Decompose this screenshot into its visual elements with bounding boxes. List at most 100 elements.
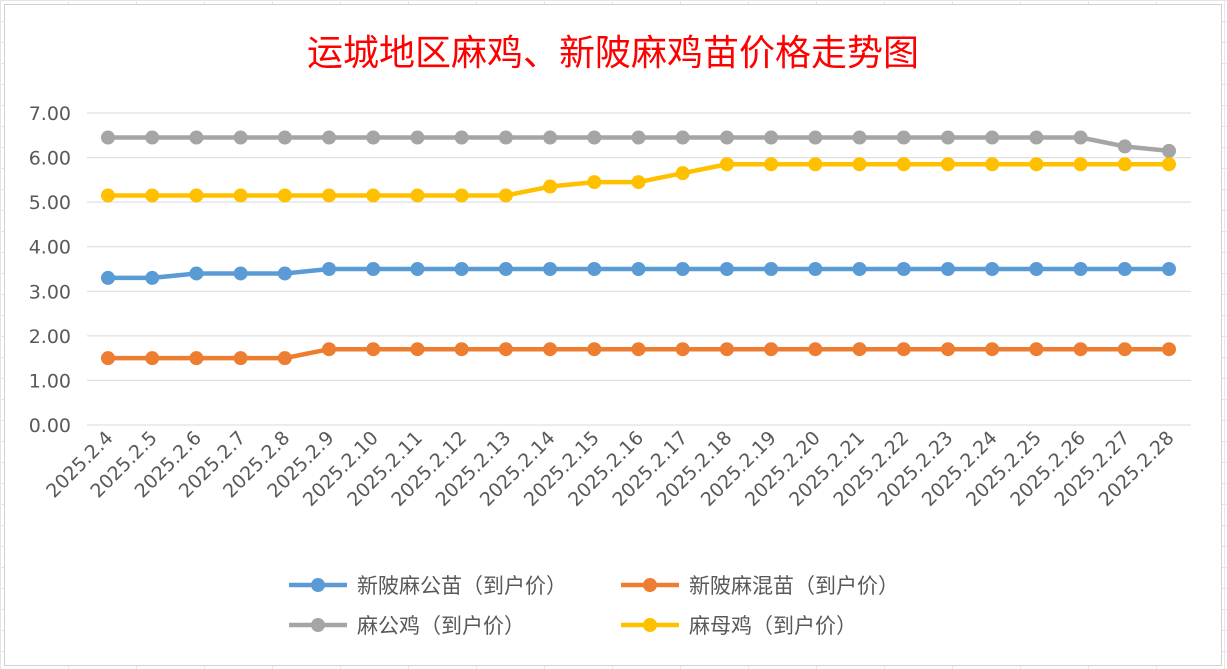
data-point[interactable] (498, 188, 513, 203)
data-point[interactable] (940, 157, 955, 172)
data-point[interactable] (454, 188, 469, 203)
data-point[interactable] (631, 262, 646, 276)
data-point[interactable] (675, 166, 690, 181)
data-point[interactable] (145, 270, 160, 285)
data-point[interactable] (410, 262, 425, 276)
data-point[interactable] (852, 342, 867, 357)
data-point[interactable] (764, 342, 779, 357)
data-point[interactable] (764, 130, 779, 145)
data-point[interactable] (985, 262, 1000, 276)
data-point[interactable] (587, 342, 602, 357)
data-point[interactable] (410, 342, 425, 357)
data-point[interactable] (1117, 262, 1132, 276)
data-point[interactable] (852, 157, 867, 172)
data-point[interactable] (1029, 157, 1044, 172)
data-point[interactable] (454, 130, 469, 145)
data-point[interactable] (1117, 157, 1132, 172)
data-point[interactable] (366, 262, 381, 276)
data-point[interactable] (101, 351, 115, 366)
data-point[interactable] (940, 262, 955, 276)
data-point[interactable] (498, 342, 513, 357)
data-point[interactable] (189, 351, 204, 366)
data-point[interactable] (366, 188, 381, 203)
data-point[interactable] (985, 342, 1000, 357)
data-point[interactable] (631, 175, 646, 190)
data-point[interactable] (764, 157, 779, 172)
data-point[interactable] (322, 262, 337, 276)
data-point[interactable] (410, 188, 425, 203)
data-point[interactable] (1029, 130, 1044, 145)
data-point[interactable] (233, 266, 248, 281)
legend-item[interactable]: 新陂麻公苗（到户价） (289, 574, 567, 598)
data-point[interactable] (719, 157, 734, 172)
data-point[interactable] (896, 157, 911, 172)
data-point[interactable] (410, 130, 425, 145)
data-point[interactable] (1162, 342, 1176, 357)
data-point[interactable] (1117, 342, 1132, 357)
data-point[interactable] (189, 266, 204, 281)
data-point[interactable] (543, 262, 558, 276)
data-point[interactable] (675, 130, 690, 145)
data-point[interactable] (1029, 262, 1044, 276)
data-point[interactable] (277, 130, 292, 145)
data-point[interactable] (277, 351, 292, 366)
data-point[interactable] (145, 130, 160, 145)
data-point[interactable] (1162, 262, 1176, 276)
data-point[interactable] (631, 130, 646, 145)
data-point[interactable] (764, 262, 779, 276)
data-point[interactable] (1073, 157, 1088, 172)
legend-item[interactable]: 麻母鸡（到户价） (621, 614, 857, 638)
data-point[interactable] (896, 342, 911, 357)
data-point[interactable] (498, 130, 513, 145)
data-point[interactable] (587, 262, 602, 276)
data-point[interactable] (543, 342, 558, 357)
data-point[interactable] (498, 262, 513, 276)
data-point[interactable] (896, 130, 911, 145)
data-point[interactable] (719, 342, 734, 357)
data-point[interactable] (1162, 143, 1176, 158)
data-point[interactable] (940, 130, 955, 145)
data-point[interactable] (366, 342, 381, 357)
data-point[interactable] (189, 130, 204, 145)
data-point[interactable] (896, 262, 911, 276)
data-point[interactable] (233, 188, 248, 203)
data-point[interactable] (101, 130, 115, 145)
data-point[interactable] (145, 188, 160, 203)
chart-area[interactable]: 运城地区麻鸡、新陂麻鸡苗价格走势图 0.00 1.00 2.00 3.00 4.00 5.… (4, 4, 1222, 666)
data-point[interactable] (101, 188, 115, 203)
data-point[interactable] (277, 188, 292, 203)
data-point[interactable] (145, 351, 160, 366)
data-point[interactable] (543, 130, 558, 145)
data-point[interactable] (852, 130, 867, 145)
data-point[interactable] (1073, 130, 1088, 145)
data-point[interactable] (940, 342, 955, 357)
data-point[interactable] (322, 188, 337, 203)
data-point[interactable] (277, 266, 292, 281)
legend-item[interactable]: 麻公鸡（到户价） (289, 614, 525, 638)
data-point[interactable] (985, 130, 1000, 145)
data-point[interactable] (675, 262, 690, 276)
data-point[interactable] (1029, 342, 1044, 357)
data-point[interactable] (454, 342, 469, 357)
data-point[interactable] (322, 342, 337, 357)
data-point[interactable] (587, 175, 602, 190)
data-point[interactable] (322, 130, 337, 145)
legend-item[interactable]: 新陂麻混苗（到户价） (621, 574, 899, 598)
data-point[interactable] (808, 262, 823, 276)
data-point[interactable] (631, 342, 646, 357)
data-point[interactable] (543, 179, 558, 194)
data-point[interactable] (1162, 157, 1176, 172)
data-point[interactable] (233, 351, 248, 366)
data-point[interactable] (101, 270, 115, 285)
data-point[interactable] (675, 342, 690, 357)
data-point[interactable] (719, 130, 734, 145)
data-point[interactable] (233, 130, 248, 145)
data-point[interactable] (1117, 139, 1132, 154)
data-point[interactable] (454, 262, 469, 276)
data-point[interactable] (1073, 262, 1088, 276)
data-point[interactable] (587, 130, 602, 145)
data-point[interactable] (1073, 342, 1088, 357)
data-point[interactable] (808, 130, 823, 145)
data-point[interactable] (985, 157, 1000, 172)
data-point[interactable] (366, 130, 381, 145)
